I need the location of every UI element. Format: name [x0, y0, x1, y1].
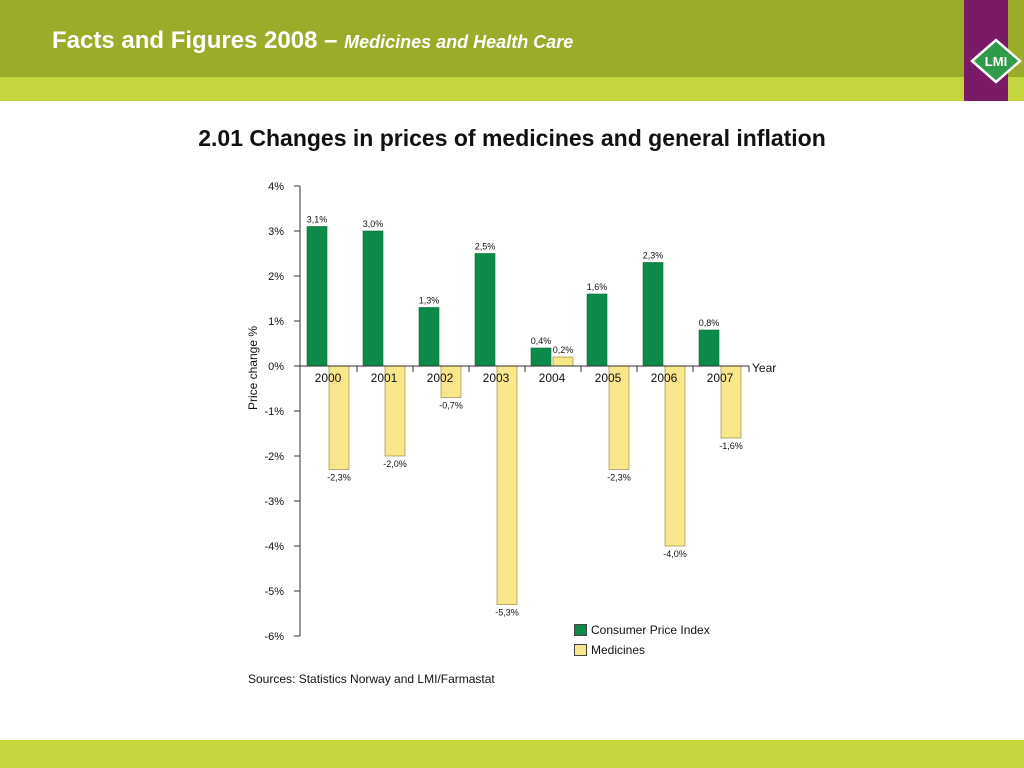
footer-bar — [0, 740, 1024, 768]
header-subtitle: Medicines and Health Care — [344, 32, 574, 52]
y-tick-label: 0% — [268, 361, 284, 373]
y-tick-label: -2% — [264, 451, 284, 463]
x-tick-label: 2001 — [371, 371, 398, 385]
x-tick-label: 2000 — [315, 371, 342, 385]
cpi-data-label: 1,6% — [587, 282, 608, 292]
header-strip — [0, 77, 1024, 101]
cpi-data-label: 3,0% — [363, 219, 384, 229]
medicines-data-label: -1,6% — [719, 441, 743, 451]
y-tick-label: -6% — [264, 631, 284, 643]
x-axis-title: Year — [752, 361, 776, 375]
slide-title: 2.01 Changes in prices of medicines and … — [198, 125, 826, 151]
medicines-data-label: -2,0% — [383, 459, 407, 469]
cpi-bar — [362, 230, 384, 367]
cpi-bar — [530, 347, 552, 367]
cpi-bar — [474, 253, 496, 367]
legend-label-medicines: Medicines — [591, 643, 646, 657]
medicines-data-label: -2,3% — [327, 473, 351, 483]
y-tick-label: -4% — [264, 541, 284, 553]
medicines-data-label: -2,3% — [607, 473, 631, 483]
y-tick-label: 2% — [268, 271, 284, 283]
legend-label-cpi: Consumer Price Index — [591, 623, 710, 637]
cpi-data-label: 2,5% — [475, 242, 496, 252]
cpi-data-label: 0,8% — [699, 318, 720, 328]
medicines-bar — [552, 356, 574, 367]
legend-item-cpi: Consumer Price Index — [574, 623, 710, 637]
y-tick-label: 4% — [268, 181, 284, 193]
header-title: Facts and Figures 2008 – Medicines and H… — [52, 27, 573, 55]
cpi-data-label: 1,3% — [419, 296, 440, 306]
x-tick-label: 2007 — [707, 371, 734, 385]
lmi-logo: LMI — [970, 38, 1022, 84]
logo-text: LMI — [985, 54, 1007, 69]
legend-item-medicines: Medicines — [574, 643, 645, 657]
cpi-data-label: 3,1% — [307, 215, 328, 225]
x-tick-label: 2003 — [483, 371, 510, 385]
y-axis-title: Price change % — [246, 326, 260, 410]
source-note: Sources: Statistics Norway and LMI/Farma… — [248, 672, 495, 686]
y-tick-label: -3% — [264, 496, 284, 508]
cpi-bar — [586, 293, 608, 367]
header-title-main: Facts and Figures 2008 – — [52, 27, 338, 54]
x-tick-label: 2002 — [427, 371, 454, 385]
x-tick-label: 2004 — [539, 371, 566, 385]
cpi-data-label: 0,4% — [531, 336, 552, 346]
cpi-bar — [642, 262, 664, 367]
medicines-data-label: 0,2% — [553, 345, 574, 355]
legend-swatch-medicines — [574, 644, 587, 656]
y-tick-label: 1% — [268, 316, 284, 328]
cpi-bar — [418, 307, 440, 367]
medicines-data-label: -5,3% — [495, 608, 519, 618]
legend-swatch-cpi — [574, 624, 587, 636]
header-bar — [0, 0, 1024, 77]
x-tick-label: 2006 — [651, 371, 678, 385]
medicines-bar — [496, 365, 518, 605]
y-tick-label: 3% — [268, 226, 284, 238]
medicines-data-label: -4,0% — [663, 549, 687, 559]
cpi-bar — [306, 226, 328, 367]
cpi-bar — [698, 329, 720, 367]
cpi-data-label: 2,3% — [643, 251, 664, 261]
y-tick-label: -1% — [264, 406, 284, 418]
y-tick-label: -5% — [264, 586, 284, 598]
x-tick-label: 2005 — [595, 371, 622, 385]
medicines-data-label: -0,7% — [439, 401, 463, 411]
medicines-bar — [664, 365, 686, 547]
